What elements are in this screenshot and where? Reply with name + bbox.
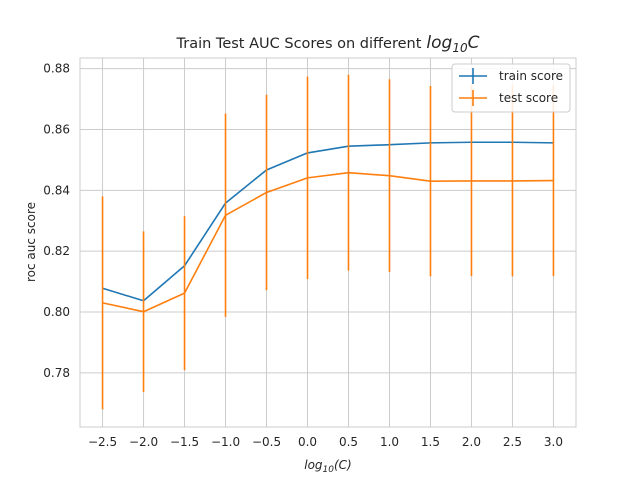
legend: train score test score bbox=[451, 63, 571, 113]
x-tick-labels: −2.5 −2.0 −1.5 −1.0 −0.5 0.0 0.5 1.0 1.5 2.0 2.5 3.… bbox=[88, 435, 563, 449]
x-axis-label-base: log bbox=[304, 458, 323, 472]
y-tick-label: 0.86 bbox=[43, 122, 70, 136]
x-tick-label: −0.5 bbox=[252, 435, 281, 449]
series-train bbox=[102, 141, 554, 302]
x-tick-label: −1.0 bbox=[211, 435, 240, 449]
legend-label-train: train score bbox=[499, 69, 563, 83]
x-tick-label: 2.5 bbox=[503, 435, 522, 449]
x-axis-label: log10(C) bbox=[304, 458, 352, 475]
x-tick-label: 1.0 bbox=[380, 435, 399, 449]
y-tick-label: 0.88 bbox=[43, 62, 70, 76]
x-tick-label: 3.0 bbox=[544, 435, 563, 449]
x-tick-label: −1.5 bbox=[170, 435, 199, 449]
series-line bbox=[102, 171, 554, 313]
x-axis-label-sub: 10 bbox=[323, 465, 335, 475]
y-tick-label: 0.82 bbox=[43, 244, 70, 258]
x-axis-label-rest: (C) bbox=[334, 458, 352, 472]
series-test bbox=[101, 74, 555, 410]
x-tick-label: 0.0 bbox=[298, 435, 317, 449]
chart-title: Train Test AUC Scores on different log10C bbox=[176, 33, 480, 55]
series-layer bbox=[101, 74, 555, 410]
chart-title-math-base: log bbox=[426, 33, 452, 53]
series-line bbox=[102, 141, 554, 302]
y-tick-labels: 0.78 0.80 0.82 0.84 0.86 0.88 bbox=[43, 62, 70, 380]
y-tick-label: 0.84 bbox=[43, 183, 70, 197]
chart-title-text: Train Test AUC Scores on different bbox=[176, 36, 422, 52]
y-axis-label: roc auc score bbox=[24, 202, 38, 282]
chart-title-math-var: C bbox=[468, 33, 480, 53]
x-tick-label: 0.5 bbox=[339, 435, 358, 449]
legend-label-test: test score bbox=[499, 91, 558, 105]
chart-title-math-sub: 10 bbox=[452, 41, 468, 55]
plot-area bbox=[79, 57, 577, 428]
x-tick-label: −2.0 bbox=[129, 435, 158, 449]
x-tick-label: 2.0 bbox=[462, 435, 481, 449]
y-tick-label: 0.80 bbox=[43, 305, 70, 319]
x-tick-label: 1.5 bbox=[421, 435, 440, 449]
x-tick-label: −2.5 bbox=[88, 435, 117, 449]
y-tick-label: 0.78 bbox=[43, 366, 70, 380]
